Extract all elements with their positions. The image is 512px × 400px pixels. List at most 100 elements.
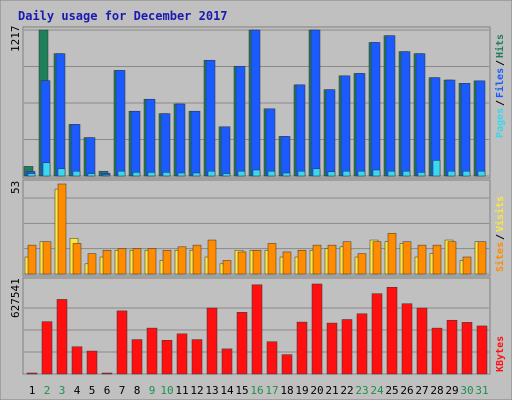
pages-bar-day-24 (372, 169, 381, 177)
files-bar-day-2 (40, 80, 51, 177)
x-label-day-4: 4 (74, 384, 81, 397)
x-label-day-18: 18 (280, 384, 293, 397)
kbytes-bar-day-7 (116, 310, 128, 375)
kbytes-bar-day-21 (326, 322, 338, 375)
sites-bar-day-22 (342, 241, 352, 275)
kbytes-bar-day-14 (221, 348, 233, 375)
pages-bar-day-23 (357, 170, 366, 177)
kbytes-bar-day-19 (296, 321, 308, 375)
pages-bar-day-18 (282, 172, 291, 177)
x-label-day-22: 22 (340, 384, 353, 397)
kbytes-bar-day-2 (41, 321, 53, 375)
kbytes-bar-day-6 (101, 372, 113, 375)
files-bar-day-22 (340, 75, 351, 177)
panel3-ymax-label: 627541 (9, 278, 22, 318)
pages-bar-day-13 (207, 170, 216, 177)
x-label-day-19: 19 (295, 384, 308, 397)
x-label-day-15: 15 (235, 384, 248, 397)
files-bar-day-24 (370, 42, 381, 177)
pages-bar-day-29 (447, 170, 456, 177)
sites-bar-day-23 (357, 253, 367, 275)
sites-bar-day-26 (402, 241, 412, 275)
kbytes-bar-day-17 (266, 341, 278, 375)
x-label-day-24: 24 (370, 384, 384, 397)
x-label-day-5: 5 (89, 384, 96, 397)
pages-bar-day-16 (252, 169, 261, 177)
panel1-ymax-label: 1217 (9, 26, 22, 53)
sites-bar-day-6 (102, 249, 112, 275)
panel-kbytes: 627541 KBytes (9, 277, 506, 375)
sites-bar-day-3 (57, 183, 67, 275)
files-bar-day-10 (160, 113, 171, 177)
legend-sites: Sites (494, 242, 506, 272)
files-bar-day-16 (250, 29, 261, 177)
x-label-day-10: 10 (160, 384, 173, 397)
files-bar-day-3 (55, 53, 66, 177)
files-bar-day-27 (415, 53, 426, 177)
kbytes-bar-day-24 (371, 293, 383, 375)
panel2-side-legend: Sites / Visits (494, 196, 506, 272)
kbytes-bar-day-29 (446, 319, 458, 375)
x-label-day-11: 11 (175, 384, 188, 397)
x-label-day-25: 25 (385, 384, 398, 397)
x-label-day-20: 20 (310, 384, 323, 397)
kbytes-bar-day-10 (161, 340, 173, 375)
sites-bar-day-16 (252, 249, 262, 275)
x-label-day-3: 3 (59, 384, 66, 397)
sites-bar-day-15 (237, 251, 247, 275)
files-bar-day-30 (460, 83, 471, 177)
sites-bar-day-27 (417, 244, 427, 275)
pages-bar-day-3 (57, 168, 66, 177)
kbytes-bar-day-31 (476, 325, 488, 375)
kbytes-bar-day-4 (71, 346, 83, 375)
panel3-bars (26, 283, 488, 375)
kbytes-bar-day-27 (416, 307, 428, 375)
pages-bar-day-17 (267, 170, 276, 177)
x-label-day-30: 30 (460, 384, 473, 397)
sites-bar-day-21 (327, 244, 337, 275)
kbytes-bar-day-16 (251, 284, 263, 375)
files-bar-day-8 (130, 110, 141, 177)
sites-bar-day-12 (192, 244, 202, 275)
files-bar-day-18 (280, 136, 291, 177)
pages-bar-day-8 (132, 172, 141, 177)
x-label-day-1: 1 (29, 384, 36, 397)
sites-bar-day-4 (72, 243, 82, 275)
kbytes-bar-day-15 (236, 312, 248, 375)
legend-pages: Pages (495, 108, 506, 138)
sites-bar-day-24 (372, 241, 382, 275)
kbytes-bar-day-8 (131, 339, 143, 375)
x-axis-day-labels: 1 2 3 4 5 6 7 8 9 10 11 12 13 14 15 16 17 18 19 20 21 22 23 24 2… (29, 384, 489, 397)
sites-bar-day-18 (282, 251, 292, 275)
files-bar-day-7 (115, 70, 126, 177)
sites-bar-day-8 (132, 248, 142, 275)
pages-bar-day-20 (312, 168, 321, 177)
kbytes-bar-day-28 (431, 327, 443, 375)
legend-sep-1: / (495, 100, 506, 106)
files-bar-day-31 (475, 80, 486, 177)
pages-bar-day-26 (402, 170, 411, 177)
pages-bar-day-30 (462, 170, 471, 177)
sites-bar-day-14 (222, 260, 232, 275)
legend-sep-3: / (495, 234, 506, 240)
panel1-side-legend: Pages / Files / Hits (494, 34, 506, 138)
legend-hits: Hits (494, 34, 506, 58)
x-label-day-17: 17 (265, 384, 278, 397)
files-bar-day-9 (145, 98, 156, 177)
pages-bar-day-14 (222, 173, 231, 177)
sites-bar-day-13 (207, 239, 217, 275)
pages-bar-day-10 (162, 172, 171, 177)
pages-bar-day-12 (192, 172, 201, 177)
files-bar-day-21 (325, 89, 336, 177)
kbytes-bar-day-11 (176, 333, 188, 375)
files-bar-day-23 (355, 73, 366, 177)
x-label-day-21: 21 (325, 384, 338, 397)
panel-hits-files-pages: 1217 Pages / Files / Hits (9, 26, 506, 179)
pages-bar-day-19 (297, 170, 306, 177)
pages-bar-day-2 (42, 162, 51, 177)
pages-bar-day-15 (237, 170, 246, 177)
sites-bar-day-5 (87, 253, 97, 275)
files-bar-day-4 (70, 124, 81, 177)
sites-bar-day-31 (477, 241, 487, 275)
